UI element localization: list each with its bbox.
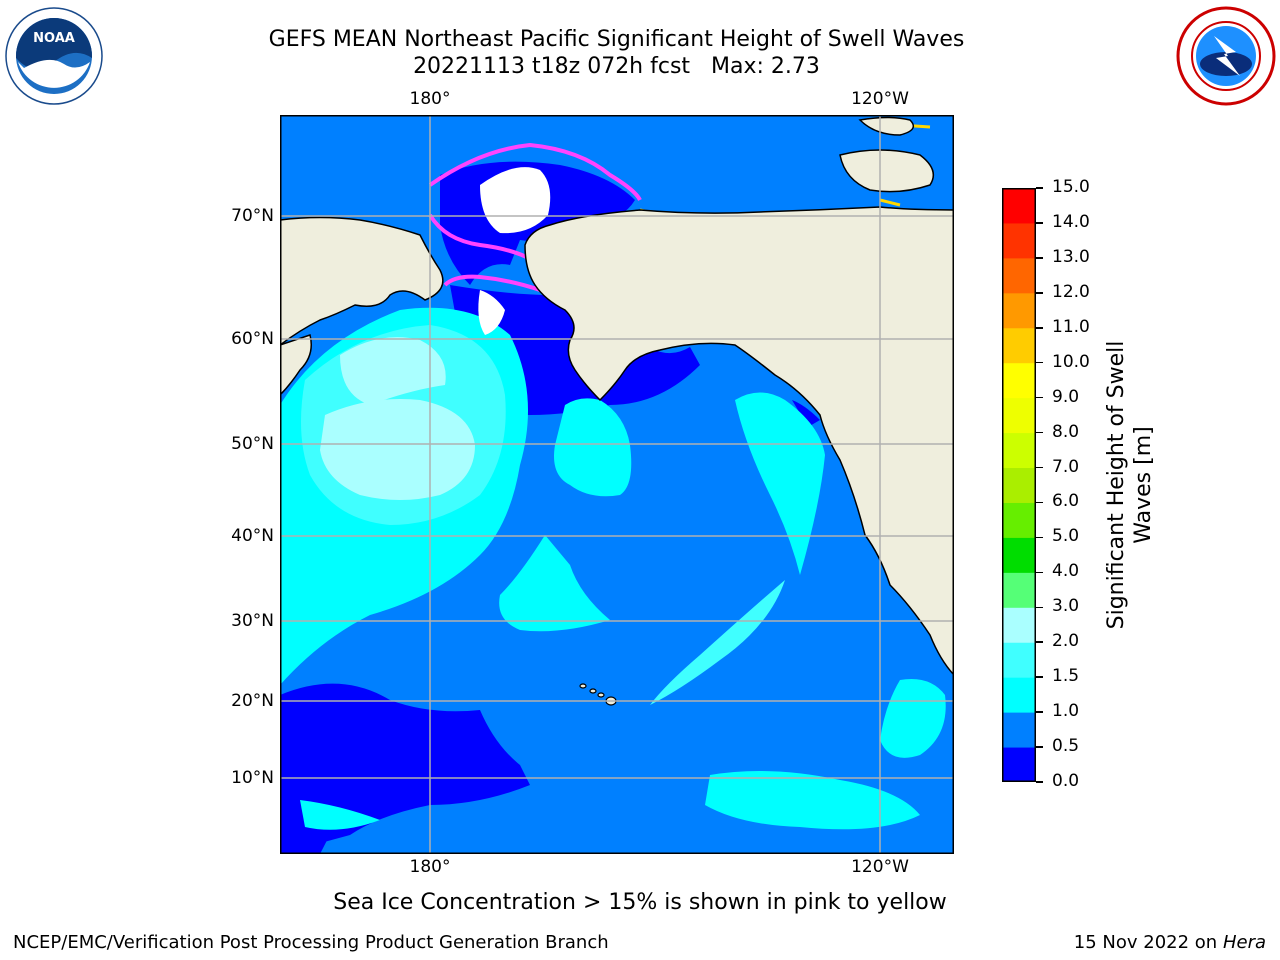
swell-band-1-1.5-east xyxy=(880,679,946,758)
swell-band-1-1.5-southwest xyxy=(300,800,380,830)
bering-white-area xyxy=(478,290,505,335)
nws-logo xyxy=(1176,6,1276,106)
plot-title: GEFS MEAN Northeast Pacific Significant … xyxy=(268,27,965,52)
colorbar-swatch xyxy=(1002,537,1036,573)
graticule xyxy=(280,115,954,854)
colorbar-tick-mark xyxy=(1036,606,1043,609)
lon-label-bottom-120w: 120°W xyxy=(851,857,909,877)
colorbar-tick-mark xyxy=(1036,676,1043,678)
land-kamchatka xyxy=(280,334,312,397)
colorbar-swatch xyxy=(1002,327,1036,364)
map-panel xyxy=(280,115,954,854)
colorbar-swatch xyxy=(1002,502,1036,538)
colorbar-swatch xyxy=(1002,677,1036,713)
colorbar-swatch xyxy=(1002,572,1036,608)
lat-label-30n: 30°N xyxy=(231,611,274,631)
colorbar-tick-label: 6.0 xyxy=(1052,491,1080,512)
colorbar-tick-label: 14.0 xyxy=(1052,211,1090,232)
colorbar-tick-label: 10.0 xyxy=(1052,351,1090,372)
swell-band-1-1.5-central xyxy=(499,535,610,632)
colorbar-tick-mark xyxy=(1036,431,1043,434)
colorbar-tick-mark xyxy=(1036,361,1043,364)
colorbar-tick-mark xyxy=(1036,187,1043,189)
colorbar-tick-label: 11.0 xyxy=(1052,316,1090,337)
colorbar-swatch xyxy=(1002,432,1036,469)
footer-host: Hera xyxy=(1222,932,1266,953)
colorbar-tick-mark xyxy=(1036,536,1043,539)
colorbar-swatch xyxy=(1002,712,1036,748)
colorbar-tick-label: 5.0 xyxy=(1052,526,1080,547)
colorbar-tick-mark xyxy=(1036,396,1043,399)
colorbar-tick-mark xyxy=(1036,501,1043,504)
sea-ice-edge xyxy=(428,142,642,202)
swell-band-1-1.5-south xyxy=(705,771,920,830)
swell-band-1-1.5-subtropical xyxy=(650,580,785,705)
colorbar-swatch xyxy=(1002,397,1036,434)
colorbar-swatch xyxy=(1002,292,1036,329)
lat-label-50n: 50°N xyxy=(231,434,274,454)
colorbar-swatch xyxy=(1002,222,1036,259)
lon-label-top-180: 180° xyxy=(409,89,451,109)
noaa-logo: NOAA xyxy=(5,7,103,105)
land-arctic-islands xyxy=(839,149,935,193)
colorbar-swatch xyxy=(1002,188,1036,224)
colorbar-tick-mark xyxy=(1036,641,1043,643)
colorbar-tick-mark xyxy=(1036,466,1043,469)
lon-label-top-120w: 120°W xyxy=(851,89,909,109)
colorbar-tick-label: 3.0 xyxy=(1052,596,1080,617)
swell-band-1-1.5-gulf xyxy=(554,398,632,497)
colorbar-tick-label: 12.0 xyxy=(1052,281,1090,302)
colorbar-tick-label: 13.0 xyxy=(1052,246,1090,267)
colorbar xyxy=(1002,188,1036,782)
colorbar-swatch xyxy=(1002,642,1036,678)
colorbar-swatch xyxy=(1002,257,1036,294)
colorbar-swatch xyxy=(1002,607,1036,643)
forecast-time: 20221113 t18z 072h fcst xyxy=(413,54,691,79)
svg-text:NOAA: NOAA xyxy=(33,31,75,46)
swell-band-1-1.5-coastal xyxy=(735,392,825,575)
footer-date: 15 Nov 2022 on Hera xyxy=(1073,932,1266,953)
plot-subtitle: 20221113 t18z 072h fcst Max: 2.73 xyxy=(0,54,1233,80)
max-value: Max: 2.73 xyxy=(711,54,820,79)
swell-band-2-3 xyxy=(320,399,475,500)
colorbar-tick-mark xyxy=(1036,711,1043,713)
colorbar-tick-label: 15.0 xyxy=(1052,177,1090,197)
colorbar-tick-label: 1.0 xyxy=(1052,701,1080,722)
land-north-america xyxy=(524,206,954,677)
colorbar-tick-label: 0.5 xyxy=(1052,736,1080,757)
colorbar-swatch xyxy=(1002,467,1036,503)
swell-band-2-3-north xyxy=(340,337,446,405)
lon-label-bottom-180: 180° xyxy=(409,857,451,877)
footer-branch: NCEP/EMC/Verification Post Processing Pr… xyxy=(13,932,609,953)
colorbar-tick-mark xyxy=(1036,571,1043,574)
colorbar-tick-label: 0.0 xyxy=(1052,771,1080,791)
swell-band-0-0.5-coast xyxy=(792,400,820,427)
land-siberia xyxy=(280,216,444,346)
lat-label-10n: 10°N xyxy=(231,768,274,788)
colorbar-swatch xyxy=(1002,362,1036,399)
colorbar-tick-mark xyxy=(1036,746,1043,748)
land-arctic-islands-2 xyxy=(858,116,915,136)
colorbar-tick-mark xyxy=(1036,781,1043,783)
lat-label-70n: 70°N xyxy=(231,206,274,226)
lat-label-40n: 40°N xyxy=(231,526,274,546)
colorbar-tick-mark xyxy=(1036,292,1043,294)
hawaii-islands xyxy=(579,683,617,706)
colorbar-tick-mark xyxy=(1036,257,1043,259)
lat-label-20n: 20°N xyxy=(231,691,274,711)
lat-label-60n: 60°N xyxy=(231,329,274,349)
colorbar-tick-label: 8.0 xyxy=(1052,421,1080,442)
colorbar-tick-mark xyxy=(1036,327,1043,329)
colorbar-tick-label: 7.0 xyxy=(1052,456,1080,477)
colorbar-swatch xyxy=(1002,747,1036,782)
map-frame xyxy=(280,115,954,854)
caption: Sea Ice Concentration > 15% is shown in … xyxy=(333,890,947,915)
colorbar-tick-mark xyxy=(1036,222,1043,224)
colorbar-tick-label: 1.5 xyxy=(1052,666,1080,687)
colorbar-tick-label: 4.0 xyxy=(1052,561,1080,582)
colorbar-tick-label: 2.0 xyxy=(1052,631,1080,652)
colorbar-tick-label: 9.0 xyxy=(1052,386,1080,407)
